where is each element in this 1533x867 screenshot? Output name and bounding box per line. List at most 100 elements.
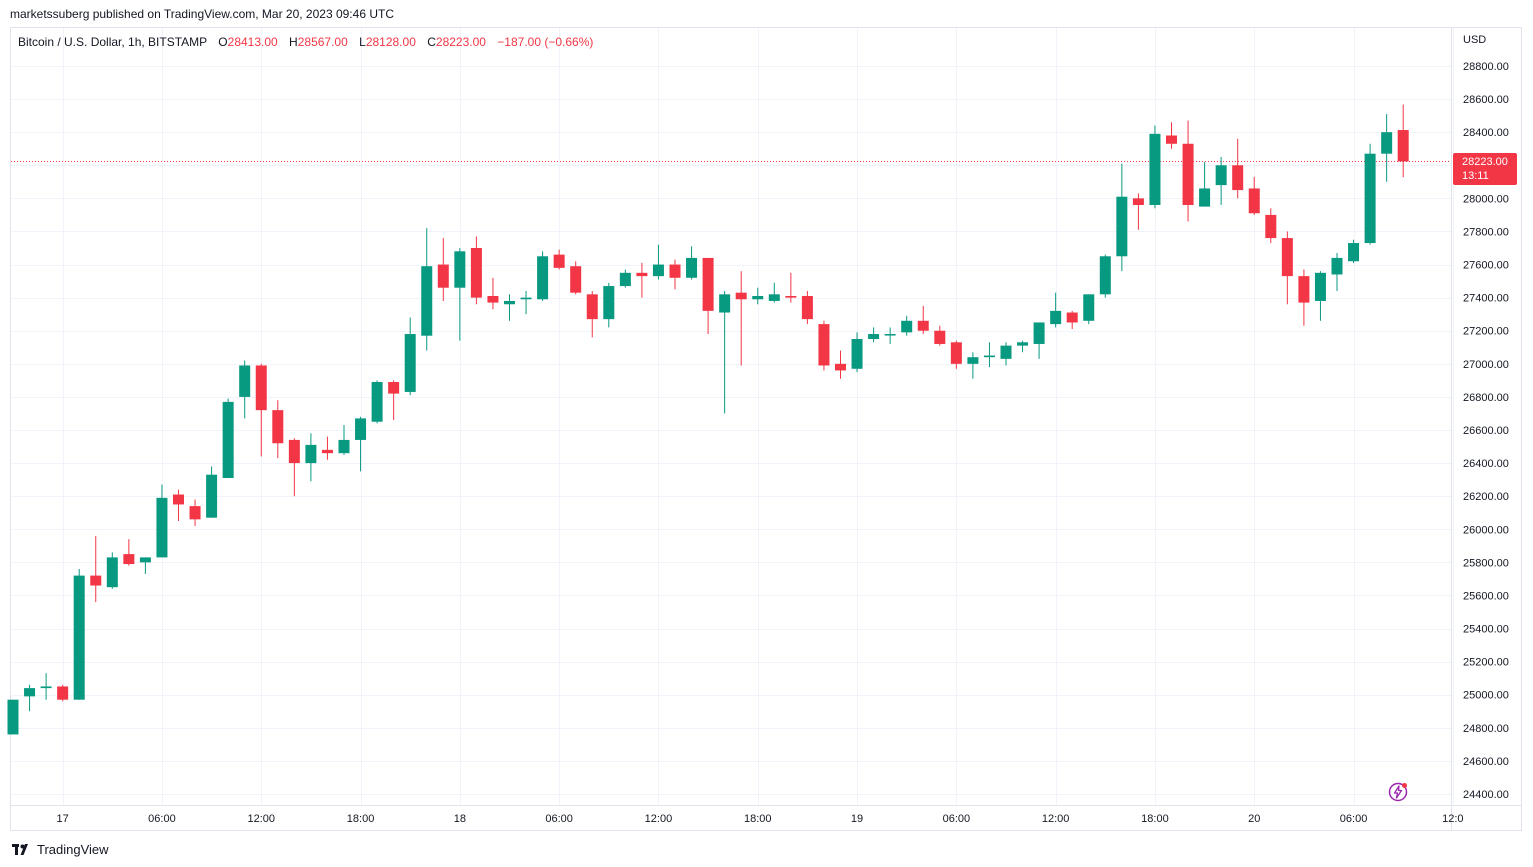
candle-down[interactable]	[1248, 176, 1260, 215]
candle-up[interactable]	[338, 425, 350, 455]
candle-down[interactable]	[123, 539, 135, 566]
candle-up[interactable]	[355, 416, 367, 472]
time-tick-label: 20	[1248, 813, 1260, 825]
candle-down[interactable]	[1182, 120, 1194, 222]
candle-up[interactable]	[40, 673, 52, 700]
candle-up[interactable]	[1099, 254, 1111, 298]
candle-down[interactable]	[255, 363, 267, 457]
candle-down[interactable]	[321, 436, 333, 460]
candle-up[interactable]	[983, 342, 995, 368]
candle-up[interactable]	[851, 332, 863, 373]
candle-down[interactable]	[90, 535, 102, 603]
candle-up[interactable]	[520, 291, 532, 315]
candle-up[interactable]	[404, 317, 416, 396]
candle-up[interactable]	[1199, 161, 1211, 207]
tradingview-logo-icon	[12, 843, 28, 855]
candle-up[interactable]	[24, 684, 36, 712]
candle-down[interactable]	[636, 262, 648, 298]
candle-up[interactable]	[371, 380, 383, 424]
candle-down[interactable]	[272, 400, 284, 459]
candle-up[interactable]	[901, 315, 913, 336]
candle-up[interactable]	[1000, 342, 1012, 366]
candle-down[interactable]	[1298, 269, 1310, 326]
candle-down[interactable]	[835, 350, 846, 379]
candle-down[interactable]	[288, 438, 300, 497]
candle-body	[239, 365, 251, 397]
candle-body	[156, 497, 168, 558]
candle-down[interactable]	[818, 320, 830, 371]
lightning-bolt-icon[interactable]	[1388, 782, 1408, 802]
price-tick-label: 26200.00	[1463, 491, 1509, 503]
candle-down[interactable]	[1066, 310, 1078, 330]
candle-up[interactable]	[206, 466, 218, 518]
candle-up[interactable]	[967, 352, 979, 379]
candle-body	[1265, 214, 1277, 239]
candle-down[interactable]	[437, 238, 449, 301]
candle-down[interactable]	[669, 259, 681, 290]
candle-up[interactable]	[652, 244, 664, 280]
candle-up[interactable]	[1364, 143, 1376, 245]
candle-up[interactable]	[305, 433, 317, 482]
candle-up[interactable]	[1017, 340, 1029, 353]
candle-down[interactable]	[1166, 122, 1177, 149]
candle-down[interactable]	[934, 325, 946, 346]
candle-up[interactable]	[1348, 239, 1360, 263]
candle-down[interactable]	[702, 257, 714, 335]
candle-up[interactable]	[421, 228, 433, 351]
candle-down[interactable]	[173, 489, 184, 521]
candle-up[interactable]	[139, 557, 151, 574]
candle-down[interactable]	[917, 305, 929, 335]
candle-up[interactable]	[752, 287, 764, 305]
candle-up[interactable]	[1314, 271, 1326, 321]
candle-down[interactable]	[735, 271, 747, 366]
candle-down[interactable]	[189, 499, 201, 526]
candle-up[interactable]	[1033, 322, 1045, 359]
candle-up[interactable]	[1215, 157, 1227, 205]
candle-body	[288, 439, 300, 464]
candle-up[interactable]	[454, 248, 466, 341]
candle-up[interactable]	[619, 269, 631, 288]
candle-up[interactable]	[1116, 163, 1128, 272]
candle-down[interactable]	[1281, 231, 1293, 305]
candle-down[interactable]	[586, 291, 598, 338]
candle-up[interactable]	[73, 568, 85, 700]
candle-down[interactable]	[950, 340, 962, 369]
candle-up[interactable]	[222, 398, 234, 478]
candle-up[interactable]	[768, 282, 780, 303]
currency-label[interactable]: USD	[1463, 34, 1487, 46]
candle-up[interactable]	[239, 360, 251, 419]
candle-down[interactable]	[388, 380, 400, 421]
candle-up[interactable]	[7, 699, 19, 735]
high-label: H	[289, 35, 298, 49]
candle-up[interactable]	[884, 327, 896, 344]
candle-up[interactable]	[537, 251, 549, 301]
candle-down[interactable]	[785, 272, 797, 303]
candle-down[interactable]	[801, 291, 813, 325]
candle-down[interactable]	[470, 236, 482, 305]
candle-down[interactable]	[487, 277, 499, 310]
candle-up[interactable]	[1149, 125, 1161, 209]
candle-down[interactable]	[1265, 208, 1277, 244]
candle-up[interactable]	[504, 294, 515, 321]
candle-down[interactable]	[570, 261, 582, 295]
candle-up[interactable]	[719, 291, 731, 414]
candle-up[interactable]	[1050, 292, 1062, 328]
candle-up[interactable]	[156, 484, 168, 558]
symbol-name[interactable]: Bitcoin / U.S. Dollar, 1h, BITSTAMP	[18, 35, 207, 49]
candle-body	[801, 295, 813, 320]
candle-down[interactable]	[1132, 193, 1144, 230]
candle-down[interactable]	[1232, 138, 1244, 199]
candle-up[interactable]	[603, 282, 615, 328]
candle-up[interactable]	[1381, 113, 1393, 182]
candle-up[interactable]	[1083, 294, 1095, 325]
candle-up[interactable]	[106, 552, 118, 589]
candle-down[interactable]	[1397, 104, 1409, 178]
candle-up[interactable]	[868, 327, 880, 343]
time-tick-label: 06:00	[943, 813, 971, 825]
candle-down[interactable]	[553, 249, 565, 270]
candle-up[interactable]	[686, 246, 698, 280]
candle-up[interactable]	[1331, 252, 1343, 292]
candle-down[interactable]	[57, 684, 69, 702]
footer-brand[interactable]: TradingView	[12, 842, 109, 857]
